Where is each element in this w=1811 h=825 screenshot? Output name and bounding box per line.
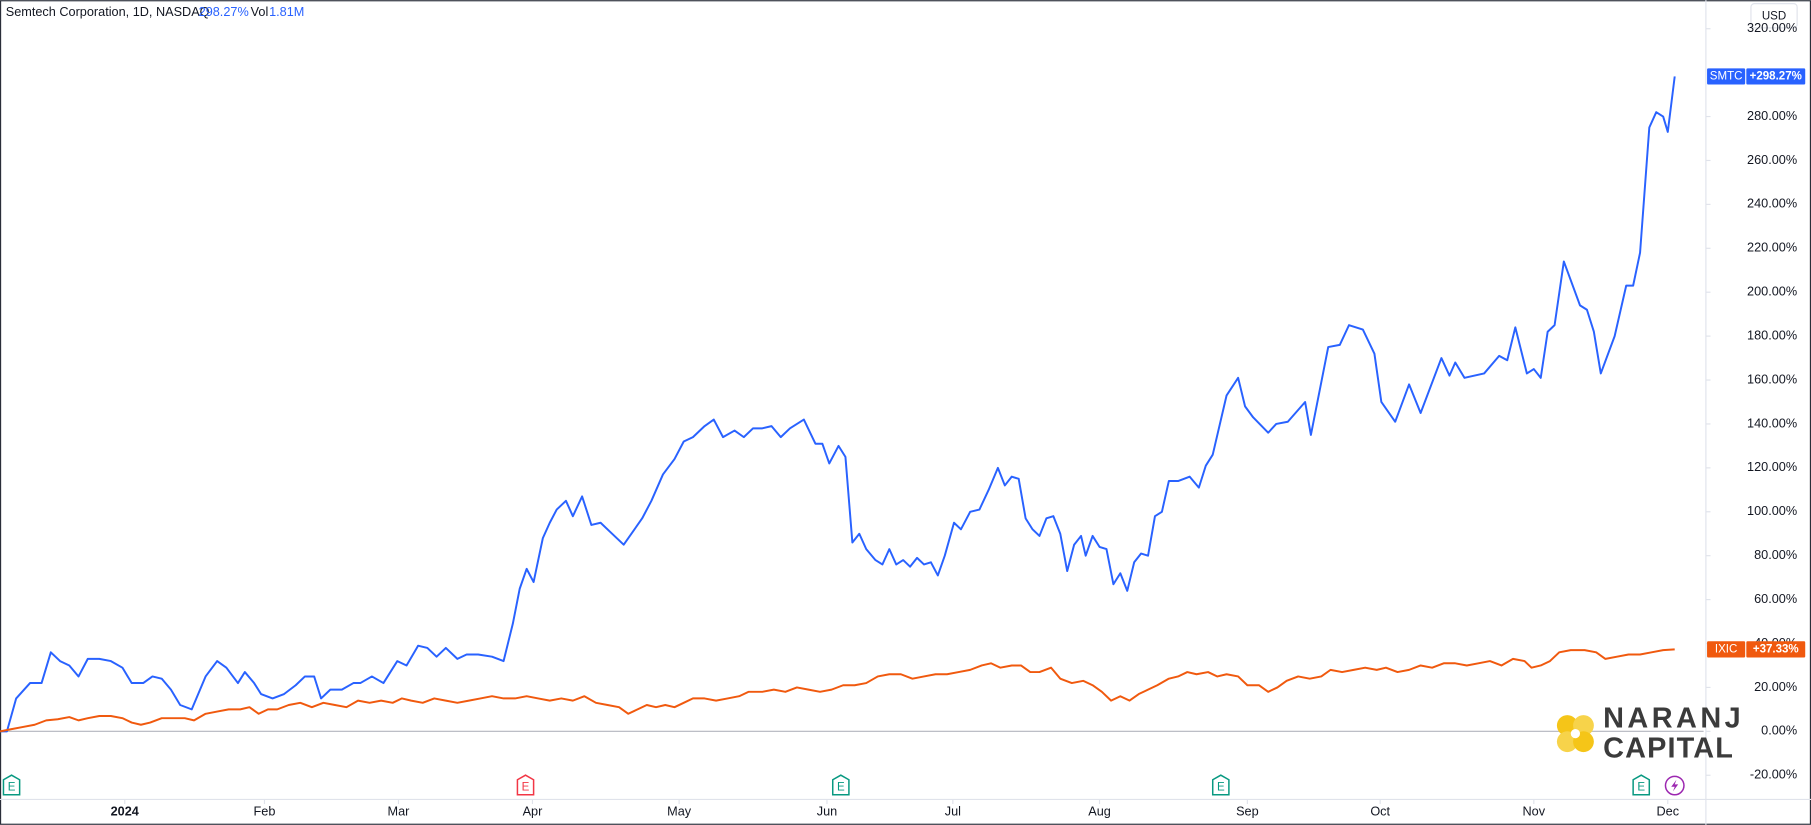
logo-icon	[1570, 728, 1581, 739]
event-badge	[516, 774, 535, 796]
y-tick-label: -20.00%	[1750, 768, 1797, 782]
y-tick-label: 20.00%	[1754, 680, 1797, 694]
x-tick-label: Jul	[945, 804, 961, 818]
y-tick-label: 80.00%	[1754, 548, 1797, 562]
y-tick-label: 220.00%	[1747, 241, 1797, 255]
event-marker[interactable]	[1664, 775, 1685, 796]
series-value-label: +37.33%	[1753, 643, 1799, 655]
series-value-box	[1746, 68, 1806, 85]
event-label: E	[8, 781, 16, 793]
header: Semtech Corporation, 1D, NASDAQ 298.27% …	[6, 5, 305, 19]
x-tick-label: Aug	[1088, 804, 1111, 818]
event-marker[interactable]: E	[831, 774, 850, 796]
event-badge	[1632, 774, 1651, 796]
x-tick-label: Nov	[1523, 804, 1546, 818]
event-marker[interactable]: E	[1211, 774, 1230, 796]
symbol: Semtech Corporation, 1D, NASDAQ	[6, 5, 210, 19]
x-tick-label: Apr	[523, 804, 544, 818]
y-tick-label: 60.00%	[1754, 592, 1797, 606]
event-label: E	[1637, 781, 1645, 793]
x-tick-label: Oct	[1370, 804, 1390, 818]
y-tick-label: 140.00%	[1747, 416, 1797, 430]
x-tick-label: 2024	[111, 804, 139, 818]
y-tick-label: 320.00%	[1747, 21, 1797, 35]
y-tick-label: 260.00%	[1747, 153, 1797, 167]
series-name: SMTC	[1710, 70, 1743, 82]
event-badge	[831, 774, 850, 796]
y-tick-label: 0.00%	[1761, 724, 1797, 738]
x-tick-label: Jun	[817, 804, 837, 818]
event-badge	[1211, 774, 1230, 796]
event-marker[interactable]: E	[2, 774, 21, 796]
series-line	[0, 648, 1675, 733]
series-name-box	[1707, 641, 1746, 658]
y-tick-label: 180.00%	[1747, 328, 1797, 342]
x-tick-label: Sep	[1236, 804, 1259, 818]
event-icon	[1671, 779, 1679, 792]
event-label: E	[522, 781, 530, 793]
x-tick-label: Dec	[1657, 804, 1680, 818]
event-label: E	[837, 781, 845, 793]
event-marker[interactable]: E	[516, 774, 535, 796]
currency[interactable]: USD	[1762, 10, 1786, 22]
vol-value: 1.81M	[269, 5, 304, 19]
series-value-box	[1746, 641, 1806, 658]
y-tick-label: 100.00%	[1747, 504, 1797, 518]
y-tick-label: 120.00%	[1747, 460, 1797, 474]
logo-line2: CAPITAL	[1603, 732, 1734, 764]
event-marker[interactable]: E	[1632, 774, 1651, 796]
event-badge	[2, 774, 21, 796]
logo: NARANJ CAPITAL	[1556, 702, 1744, 764]
series-value-label: +298.27%	[1750, 70, 1802, 82]
y-tick-label: 240.00%	[1747, 197, 1797, 211]
event-label: E	[1217, 781, 1225, 793]
series-name-box	[1707, 68, 1746, 85]
y-tick-label: 200.00%	[1747, 285, 1797, 299]
change: 298.27%	[199, 5, 249, 19]
y-tick-label: 280.00%	[1747, 109, 1797, 123]
y-tick-label: 160.00%	[1747, 372, 1797, 386]
logo-line1: NARANJ	[1603, 702, 1744, 734]
series-name: IXIC	[1715, 643, 1737, 655]
x-tick-label: Mar	[388, 804, 411, 818]
series-line	[0, 76, 1676, 733]
vol-label: Vol	[251, 5, 269, 19]
currency-box[interactable]	[1750, 3, 1798, 29]
x-tick-label: Feb	[254, 804, 276, 818]
x-tick-label: May	[667, 804, 692, 818]
